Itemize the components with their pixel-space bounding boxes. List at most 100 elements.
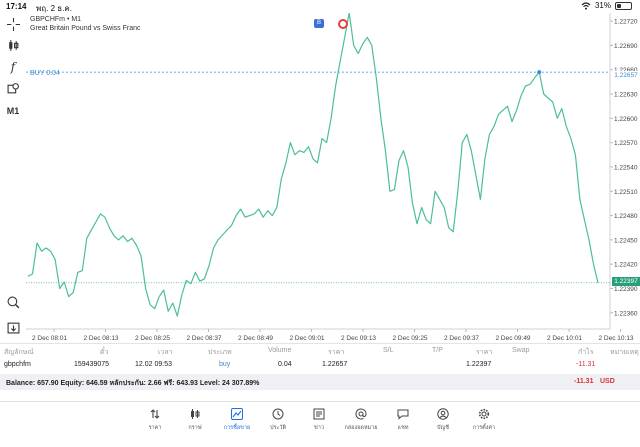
row-time: 12.02 09:53 [135,361,172,368]
trades-header: สัญลักษณ์ ตั๋ว เวลา ประเภท Volume ราคา S… [0,343,640,356]
tab-settings[interactable]: การตั้งค่า [462,408,506,432]
col-tp: T/P [432,347,443,354]
x-tick-label: 2 Dec 10:01 [547,335,582,342]
y-tick-label: 1.22480 [614,213,638,220]
col-price: ราคา [328,349,345,356]
tab-chart[interactable]: กราฟ [173,408,217,432]
col-current-price: ราคา [476,349,493,356]
x-tick-label: 2 Dec 08:49 [238,335,273,342]
tab-quotes[interactable]: ราคา [133,408,177,432]
x-tick-label: 2 Dec 09:49 [496,335,531,342]
y-tick-label: 1.22720 [614,19,638,26]
x-tick-label: 2 Dec 08:25 [135,335,170,342]
col-volume: Volume [268,347,292,354]
function-icon[interactable]: f [10,60,16,74]
tab-accounts[interactable]: บัญชี [421,408,465,432]
y-tick-label: 1.22360 [614,310,638,317]
x-tick-label: 2 Dec 08:13 [84,335,119,342]
row-profit: -11.31 [576,361,596,368]
col-symbol: สัญลักษณ์ [4,349,34,356]
y-tick-label: 1.22390 [614,286,638,293]
tab-news[interactable]: ข่าว [297,408,341,432]
y-tick-label: 1.22510 [614,189,638,196]
wifi-icon [581,1,591,10]
tab-history[interactable]: ประวัติ [256,408,300,432]
timeframe-button[interactable]: M1 [6,106,20,116]
close-marker-icon[interactable] [338,19,348,29]
tab-label: การซื้อขาย [223,425,251,431]
y-tick-label: 1.22570 [614,140,638,147]
tab-label: แชท [397,425,409,431]
col-comment: หมายเหตุ [610,349,639,356]
at-icon [355,408,367,420]
history-icon [272,408,284,420]
tab-label: การตั้งค่า [472,425,496,431]
bottom-tab-bar: ราคา กราฟ การซื้อขาย ประวัติ ข่าว กล่องจ… [0,401,640,447]
table-row[interactable]: gbpchfm 159439075 12.02 09:53 buy 0.04 1… [0,358,640,373]
symbol-description: Great Britain Pound vs Swiss Franc [30,25,141,32]
battery-percent: 31% [594,1,611,10]
x-tick-label: 2 Dec 09:13 [341,335,376,342]
crosshair-icon[interactable] [5,16,21,32]
chat-icon [397,409,409,420]
y-tick-label: 1.22630 [614,92,638,99]
row-type: buy [219,361,231,368]
row-ticket: 159439075 [74,361,110,368]
export-icon[interactable] [5,319,21,335]
current-price-badge: 1.22397 [612,277,640,286]
zoom-icon[interactable] [5,294,21,310]
buy-marker-icon[interactable]: B [314,19,324,28]
col-type: ประเภท [208,349,232,356]
objects-icon[interactable] [5,80,21,96]
battery-fill [617,3,622,8]
y-tick-label: 1.22690 [614,43,638,50]
y-tick-label: 1.22450 [614,237,638,244]
col-time: เวลา [158,349,173,356]
x-tick-label: 2 Dec 09:25 [393,335,428,342]
col-profit: กำไร [578,349,594,356]
y-tick-label: 1.22660 [614,67,638,74]
tab-label: ข่าว [314,425,324,431]
y-tick-label: 1.22540 [614,164,638,171]
x-tick-label: 2 Dec 08:01 [32,335,67,342]
status-right: 31% [581,1,632,10]
x-tick-label: 2 Dec 09:01 [290,335,325,342]
tab-chat[interactable]: แชท [381,408,425,432]
symbol-title: GBPCHFm • M1 [30,16,82,23]
x-tick-label: 2 Dec 08:37 [187,335,222,342]
arrows-icon [150,409,160,419]
price-series-line [27,13,599,317]
col-sl: S/L [383,347,394,354]
person-icon [437,408,449,420]
tab-mailbox[interactable]: กล่องจดหมาย [339,408,383,432]
col-swap: Swap [512,347,530,354]
balance-summary: Balance: 657.90 Equity: 646.59 หลักประกั… [6,380,260,387]
y-tick-label: 1.22420 [614,262,638,269]
chart-toolbar: f M1 [0,13,26,340]
col-ticket: ตั๋ว [100,349,109,356]
price-chart[interactable]: 1.22720 1.22690 1.22660 1.22630 1.22600 1.225… [26,13,640,343]
row-price: 1.22397 [466,361,492,368]
trade-markers: B [314,19,348,29]
balance-bar: Balance: 657.90 Equity: 646.59 หลักประกั… [0,374,640,390]
news-icon [313,408,325,420]
tab-trade[interactable]: การซื้อขาย [215,408,259,432]
balance-currency: USD [600,378,615,385]
row-open-price: 1.22657 [322,361,348,368]
x-tick-label: 2 Dec 09:37 [444,335,479,342]
buy-price-badge: 1.22657 [612,71,640,80]
tab-label: กล่องจดหมาย [344,425,378,431]
row-volume: 0.04 [278,361,292,368]
buy-order-label[interactable]: BUY 0.04 [30,70,60,77]
status-date: พฤ. 2 ธ.ค. [36,4,72,13]
trend-icon [231,408,243,420]
tab-label: ประวัติ [269,425,287,431]
status-time: 17:14 [6,2,27,11]
tab-label: ราคา [148,425,162,431]
battery-icon [615,1,632,10]
status-bar: 17:14 พฤ. 2 ธ.ค. 31% [0,0,640,13]
chart-canvas: 1.22720 1.22690 1.22660 1.22630 1.22600 1.225… [26,13,638,342]
balance-profit: -11.31 [574,378,594,385]
candles-icon[interactable] [5,37,21,53]
row-symbol: gbpchfm [4,361,31,368]
